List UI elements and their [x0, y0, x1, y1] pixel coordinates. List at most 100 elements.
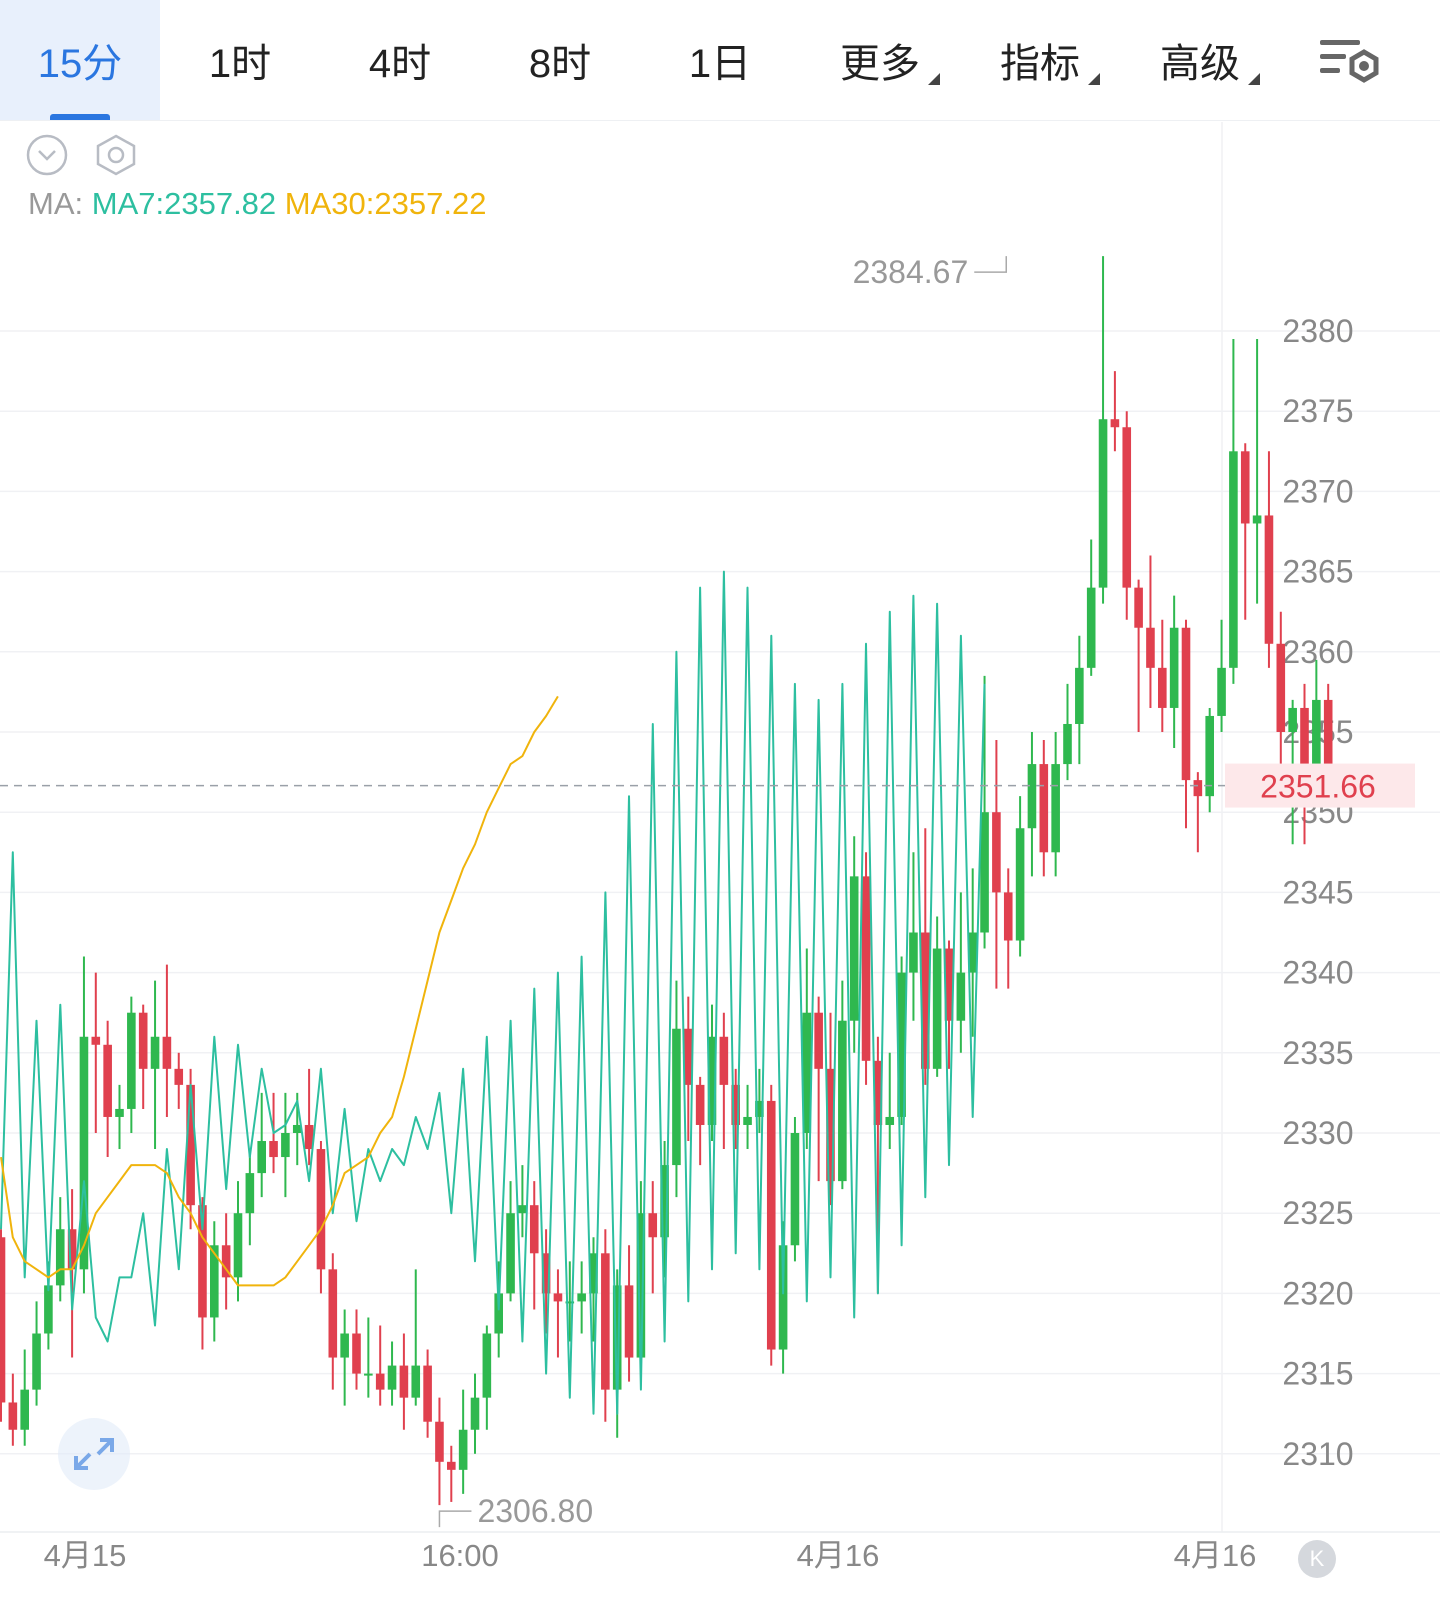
candle-up	[1098, 256, 1108, 604]
candle-body	[885, 1116, 895, 1125]
tab-more[interactable]: 更多	[800, 0, 960, 120]
candle-body	[695, 1084, 705, 1125]
candle-down	[944, 940, 954, 1069]
candle-body	[269, 1141, 278, 1158]
candle-up	[150, 980, 160, 1150]
ma-legend: MA: MA7:2357.82 MA30:2357.22	[28, 186, 486, 222]
y-tick-label: 2370	[1282, 473, 1353, 509]
candle-up	[1217, 619, 1226, 732]
candle-down	[695, 1076, 705, 1166]
candle-down	[162, 964, 172, 1117]
candle-down	[1110, 371, 1120, 452]
candle-body	[1051, 764, 1060, 853]
y-tick-label: 2330	[1282, 1115, 1353, 1151]
candle-body	[802, 1012, 812, 1133]
candle-up	[55, 1197, 65, 1302]
candle-down	[731, 1068, 740, 1150]
candle-down	[601, 1229, 610, 1422]
candle-body	[553, 1293, 563, 1302]
candle-down	[684, 996, 693, 1142]
candle-down	[174, 1052, 184, 1109]
candle-body	[494, 1293, 503, 1334]
tab-label: 1日	[688, 42, 752, 86]
tab-advanced[interactable]: 高级	[1120, 0, 1280, 120]
candle-down	[316, 1141, 326, 1294]
candle-body	[565, 1301, 575, 1304]
tab-label: 高级	[1160, 42, 1240, 86]
tab-indicators[interactable]: 指标	[960, 0, 1120, 120]
candle-up	[968, 868, 977, 1037]
candle-up	[1015, 796, 1025, 957]
candle-body	[1181, 627, 1191, 781]
k-icon: K	[1309, 1546, 1325, 1571]
candle-up	[885, 1052, 895, 1150]
candle-body	[186, 1084, 195, 1206]
tab-15min[interactable]: 15分	[0, 0, 160, 120]
candle-down	[328, 1253, 338, 1390]
candle-body	[932, 948, 942, 1069]
expand-chart-button[interactable]	[58, 1418, 130, 1490]
candle-up	[411, 1269, 421, 1406]
candle-body	[352, 1333, 361, 1374]
candle-body	[506, 1213, 515, 1294]
candle-body	[601, 1253, 610, 1390]
tab-1d[interactable]: 1日	[640, 0, 800, 120]
collapse-button[interactable]	[26, 134, 68, 176]
candle-up	[1086, 539, 1096, 676]
candle-body	[968, 932, 977, 973]
candle-up	[115, 1084, 124, 1150]
candle-body	[684, 1028, 693, 1085]
candle-body	[719, 1036, 729, 1085]
ma30-line	[0, 695, 559, 1287]
candle-body	[1264, 515, 1274, 644]
candle-down	[992, 740, 1001, 989]
candle-body	[755, 1100, 764, 1117]
list-settings-icon	[1320, 40, 1379, 83]
k-button[interactable]: K	[1298, 1540, 1336, 1578]
low-pointer	[438, 1510, 472, 1528]
candlestick-chart[interactable]: 2380237523702365236023552350234523402335…	[0, 122, 1440, 1597]
candles	[0, 256, 1333, 1506]
candle-down	[399, 1333, 409, 1430]
active-tab-indicator	[50, 114, 110, 120]
candle-body	[447, 1461, 456, 1470]
candle-body	[423, 1365, 432, 1422]
candle-up	[32, 1301, 41, 1406]
candle-down	[826, 1012, 835, 1206]
candle-body	[814, 1012, 823, 1069]
candle-body	[849, 876, 859, 1021]
candle-down	[719, 1012, 729, 1150]
candle-down	[138, 1004, 148, 1109]
candle-body	[660, 1165, 669, 1238]
indicator-settings-button[interactable]	[94, 134, 136, 176]
candle-down	[1276, 611, 1286, 773]
candle-up	[458, 1389, 468, 1494]
candle-body	[1027, 764, 1037, 829]
candle-down	[1158, 619, 1167, 732]
y-tick-label: 2310	[1282, 1436, 1353, 1472]
candle-up	[660, 1141, 669, 1278]
tab-8h[interactable]: 8时	[480, 0, 640, 120]
candle-body	[992, 812, 1001, 893]
candle-down	[814, 996, 823, 1182]
candle-body	[790, 1133, 800, 1246]
chart-settings-button[interactable]	[1318, 34, 1382, 90]
ma-label: MA:	[28, 186, 84, 221]
tab-4h[interactable]: 4时	[320, 0, 480, 120]
x-tick-label: 4月16	[1174, 1538, 1257, 1573]
candle-body	[518, 1205, 527, 1214]
candle-up	[743, 1084, 752, 1150]
candle-body	[861, 876, 871, 1061]
tab-label-wrap: 更多	[840, 31, 940, 89]
candle-up	[1229, 339, 1238, 684]
candle-body	[778, 1245, 788, 1350]
candle-body	[672, 1028, 681, 1166]
candle-body	[589, 1253, 598, 1294]
tab-1h[interactable]: 1时	[160, 0, 320, 120]
candle-body	[1205, 715, 1214, 797]
candle-body	[340, 1333, 349, 1358]
candle-up	[1205, 707, 1214, 813]
candle-up	[470, 1373, 480, 1454]
candle-body	[103, 1044, 112, 1117]
candle-down	[1122, 411, 1132, 620]
